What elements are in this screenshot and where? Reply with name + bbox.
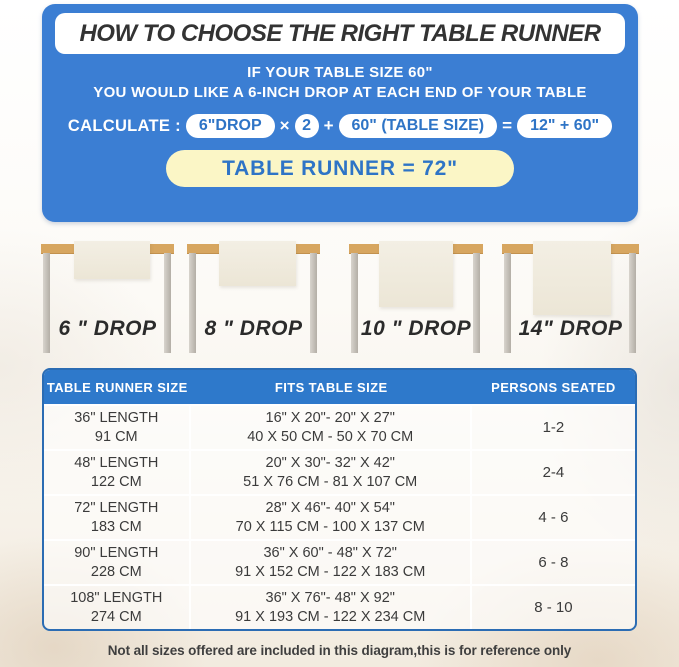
equals-sign: = xyxy=(502,116,513,135)
table-row: 36" LENGTH 91 CM 16" X 20"- 20" X 27" 40 X… xyxy=(44,404,635,449)
runner-size-in: 90" LENGTH xyxy=(74,544,159,561)
table-leg xyxy=(473,253,480,353)
table-illustration-14-drop: 14" DROP xyxy=(502,241,639,366)
runner-size-cm: 228 CM xyxy=(90,563,142,580)
result-pill: TABLE RUNNER = 72" xyxy=(166,150,514,187)
calculation-row: CALCULATE : 6"DROP × 2 + 60" (TABLE SIZE… xyxy=(42,114,638,138)
fits-size-in: 36" X 76"- 48" X 92" xyxy=(265,589,395,606)
drop-label: 10 " DROP xyxy=(360,317,472,340)
drop-label: 8 " DROP xyxy=(204,317,303,340)
table-leg xyxy=(189,253,196,353)
table-leg xyxy=(43,253,50,353)
runner-size-cm: 91 CM xyxy=(94,428,138,445)
drop-label: 6 " DROP xyxy=(58,317,157,340)
runner-size-cm: 183 CM xyxy=(90,518,142,535)
fits-size-in: 16" X 20"- 20" X 27" xyxy=(265,409,395,426)
runner-size-cm: 274 CM xyxy=(90,608,142,625)
table-row: 72" LENGTH 183 CM 28" X 46"- 40" X 54" 70 … xyxy=(44,494,635,539)
table-illustration-8-drop: 8 " DROP xyxy=(187,241,320,366)
title-banner: HOW TO CHOOSE THE RIGHT TABLE RUNNER xyxy=(55,13,625,54)
persons-seated: 1-2 xyxy=(542,418,565,436)
fits-size-cm: 51 X 76 CM - 81 X 107 CM xyxy=(243,473,418,490)
reference-footnote: Not all sizes offered are included in th… xyxy=(107,643,572,658)
drop-label: 14" DROP xyxy=(518,317,623,340)
table-leg xyxy=(504,253,511,353)
multiplier-badge: 2 xyxy=(294,114,319,138)
runner-size-cm: 122 CM xyxy=(90,473,142,490)
subtitle-line-2: YOU WOULD LIKE A 6-INCH DROP AT EACH END… xyxy=(93,84,587,101)
fits-size-cm: 91 X 193 CM - 122 X 234 CM xyxy=(235,608,426,625)
fits-size-cm: 70 X 115 CM - 100 X 137 CM xyxy=(235,518,425,535)
table-header-row: TABLE RUNNER SIZE FITS TABLE SIZE PERSON… xyxy=(44,370,635,404)
table-leg xyxy=(164,253,171,353)
column-header-persons: PERSONS SEATED xyxy=(491,379,616,395)
table-leg xyxy=(310,253,317,353)
runner-size-in: 36" LENGTH xyxy=(74,409,159,426)
fits-size-cm: 91 X 152 CM - 122 X 183 CM xyxy=(235,563,426,580)
fits-size-in: 36" X 60" - 48" X 72" xyxy=(263,544,397,561)
fits-size-in: 20" X 30"- 32" X 42" xyxy=(265,454,395,471)
persons-seated: 2-4 xyxy=(542,463,565,481)
sum-pill: 12" + 60" xyxy=(517,114,613,138)
persons-seated: 8 - 10 xyxy=(534,598,573,616)
runner-drape xyxy=(74,241,150,279)
calculate-label: CALCULATE : xyxy=(67,116,181,135)
column-header-fits-table: FITS TABLE SIZE xyxy=(274,379,388,395)
drop-value-pill: 6"DROP xyxy=(185,114,275,138)
table-illustration-10-drop: 10 " DROP xyxy=(349,241,483,366)
table-row: 90" LENGTH 228 CM 36" X 60" - 48" X 72" 91… xyxy=(44,539,635,584)
persons-seated: 4 - 6 xyxy=(538,508,569,526)
column-header-runner-size: TABLE RUNNER SIZE xyxy=(46,379,188,395)
runner-size-in: 72" LENGTH xyxy=(74,499,159,516)
table-row: 48" LENGTH 122 CM 20" X 30"- 32" X 42" 51 … xyxy=(44,449,635,494)
fits-size-in: 28" X 46"- 40" X 54" xyxy=(265,499,395,516)
table-row: 108" LENGTH 274 CM 36" X 76"- 48" X 92" 91… xyxy=(44,584,635,629)
plus-sign: + xyxy=(323,116,334,135)
page-title: HOW TO CHOOSE THE RIGHT TABLE RUNNER xyxy=(79,19,601,47)
table-illustration-6-drop: 6 " DROP xyxy=(41,241,174,366)
runner-drape xyxy=(219,241,296,286)
runner-drape xyxy=(379,241,453,307)
table-leg xyxy=(629,253,636,353)
runner-size-in: 48" LENGTH xyxy=(74,454,159,471)
hero-panel: HOW TO CHOOSE THE RIGHT TABLE RUNNER IF … xyxy=(42,4,638,222)
runner-drape xyxy=(533,241,611,315)
runner-size-in: 108" LENGTH xyxy=(70,589,163,606)
fits-size-cm: 40 X 50 CM - 50 X 70 CM xyxy=(247,428,414,445)
multiply-sign: × xyxy=(279,116,290,135)
persons-seated: 6 - 8 xyxy=(538,553,569,571)
table-leg xyxy=(351,253,358,353)
table-size-pill: 60" (TABLE SIZE) xyxy=(338,114,498,138)
size-reference-table: TABLE RUNNER SIZE FITS TABLE SIZE PERSON… xyxy=(42,368,637,631)
subtitle-line-1: IF YOUR TABLE SIZE 60" xyxy=(247,64,433,81)
